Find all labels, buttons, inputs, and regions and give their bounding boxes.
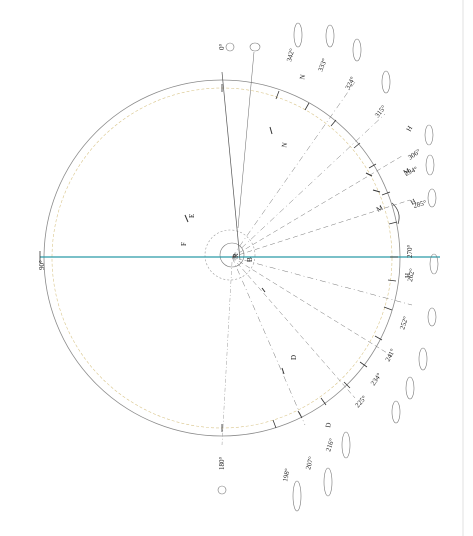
callout-c12 xyxy=(405,376,415,400)
callout-circles xyxy=(217,22,439,512)
origin-leader xyxy=(237,51,255,229)
angle-label-216: 216° xyxy=(324,437,336,452)
callout-c1 xyxy=(225,42,235,52)
letter-m2: M xyxy=(375,203,385,213)
callout-c11 xyxy=(418,347,428,371)
callout-c5 xyxy=(381,70,391,94)
angle-label-241: 241° xyxy=(384,347,397,363)
angle-label-262: 262° xyxy=(406,268,416,283)
callout-origin xyxy=(249,42,261,52)
hub-circle xyxy=(204,229,256,281)
callout-c13 xyxy=(391,400,401,424)
callout-c15 xyxy=(323,467,333,497)
construction-letters: N N H H M M H E F D D R B xyxy=(180,74,417,429)
letter-f: F xyxy=(180,242,188,246)
angle-label-90: 90° xyxy=(38,260,46,270)
letter-h1: H xyxy=(405,125,414,133)
vertical-axis xyxy=(221,71,241,261)
lower-axis xyxy=(221,261,233,446)
angle-label-180: 180° xyxy=(218,457,226,471)
angle-label-285: 285° xyxy=(412,199,427,210)
angle-label-306: 306° xyxy=(407,147,423,161)
callout-c14 xyxy=(341,431,351,459)
outer-dial-circle xyxy=(43,79,401,437)
letter-b: B xyxy=(246,257,254,262)
angle-label-198: 198° xyxy=(281,468,292,483)
letter-h3: H xyxy=(404,273,412,278)
callout-c4 xyxy=(352,38,362,62)
callout-c7 xyxy=(425,154,435,176)
hub-inner-circle xyxy=(219,242,245,268)
angle-label-252: 252° xyxy=(398,315,410,330)
callout-c9 xyxy=(429,253,439,275)
letter-d1: D xyxy=(290,355,298,360)
angle-label-342: 342° xyxy=(285,47,296,62)
angle-label-207: 207° xyxy=(304,455,315,470)
angle-label-0: 0° xyxy=(218,44,226,51)
radial-lines xyxy=(231,81,413,426)
callout-c10 xyxy=(427,307,437,327)
callout-c3 xyxy=(325,24,335,48)
angle-label-333: 333° xyxy=(316,57,328,73)
callout-c8 xyxy=(427,188,437,208)
angle-label-315: 315° xyxy=(373,104,388,120)
letter-e: E xyxy=(188,214,196,218)
letter-d2: D xyxy=(324,422,333,428)
callout-c16 xyxy=(292,480,302,512)
callout-c2 xyxy=(293,22,303,48)
angle-label-270: 270° xyxy=(406,245,414,259)
letter-r: R xyxy=(232,253,240,258)
letter-m1: M xyxy=(402,166,412,176)
inner-dial-circle xyxy=(51,87,393,429)
angle-arc xyxy=(391,202,400,225)
callout-c17 xyxy=(217,485,227,495)
callout-c6 xyxy=(424,124,434,146)
letter-n2: N xyxy=(280,142,289,149)
dial-ticks xyxy=(221,84,398,432)
angle-label-225: 225° xyxy=(354,394,369,409)
angle-labels: 0° 342° 333° 324° 315° 306° 294° 285° 27… xyxy=(38,44,428,483)
angle-label-324: 324° xyxy=(344,75,357,91)
angle-label-234: 234° xyxy=(369,372,383,388)
letter-n1: N xyxy=(298,74,307,81)
letter-h2: H xyxy=(409,197,417,206)
hour-marks xyxy=(184,126,381,375)
